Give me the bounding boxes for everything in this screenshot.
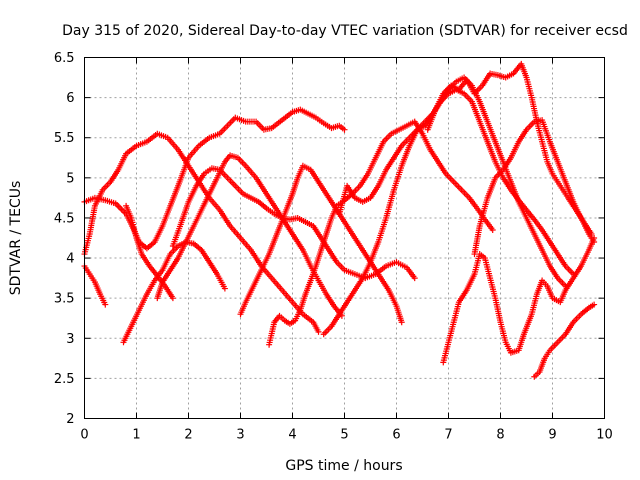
y-tick-label: 6.5 <box>54 51 75 66</box>
series-arc-6 <box>123 202 176 302</box>
x-tick-label: 6 <box>392 428 400 443</box>
y-axis-label: SDTVAR / TECUs <box>8 181 24 296</box>
x-tick-label: 7 <box>444 428 452 443</box>
data-point <box>120 207 127 214</box>
y-tick-label: 2 <box>66 412 74 427</box>
y-tick-label: 3 <box>66 332 74 347</box>
data-point <box>102 301 109 308</box>
series-arc-1 <box>81 106 348 252</box>
data-point <box>169 295 176 302</box>
series-arc-13 <box>424 60 595 237</box>
x-tick-label: 2 <box>184 428 192 443</box>
data-point <box>117 204 124 211</box>
x-tick-label: 10 <box>596 428 613 443</box>
series-arc-15 <box>531 301 598 380</box>
x-tick-label: 8 <box>496 428 504 443</box>
series-arc-8 <box>237 162 405 326</box>
x-tick-label: 5 <box>340 428 348 443</box>
series-arc-11 <box>336 86 577 278</box>
data-points <box>81 60 598 380</box>
x-axis-label: GPS time / hours <box>285 458 402 474</box>
grid <box>84 57 605 419</box>
y-tick-label: 4.5 <box>54 211 75 226</box>
chart-title: Day 315 of 2020, Sidereal Day-to-day VTE… <box>62 23 628 39</box>
data-point <box>315 328 322 335</box>
axis-ticks: 0 1 2 3 4 5 6 7 8 9 10 2 2.5 3 3.5 4 4.5 5 5.5 6 6.5 <box>54 51 613 443</box>
x-tick-label: 9 <box>548 428 556 443</box>
y-tick-label: 2.5 <box>54 372 75 387</box>
series-arc-14 <box>471 117 598 258</box>
x-tick-label: 1 <box>132 428 140 443</box>
data-point <box>489 226 496 233</box>
y-tick-label: 5.5 <box>54 131 75 146</box>
x-tick-label: 3 <box>236 428 244 443</box>
y-tick-label: 4 <box>66 252 74 267</box>
series-arc-3 <box>81 130 322 335</box>
series-arc-2 <box>81 263 109 308</box>
x-tick-label: 0 <box>80 428 88 443</box>
data-point <box>591 301 598 308</box>
series-arc-9 <box>266 118 496 348</box>
data-point <box>115 203 122 210</box>
y-tick-label: 5 <box>66 171 74 186</box>
data-point <box>591 239 598 246</box>
data-point <box>118 206 125 213</box>
plot-frame <box>84 57 605 419</box>
data-point <box>411 275 418 282</box>
data-point <box>398 319 405 326</box>
y-tick-label: 3.5 <box>54 292 75 307</box>
data-point <box>341 126 348 133</box>
series-arc-12 <box>440 235 598 366</box>
x-tick-label: 4 <box>288 428 296 443</box>
y-tick-label: 6 <box>66 91 74 106</box>
data-point <box>221 285 228 292</box>
